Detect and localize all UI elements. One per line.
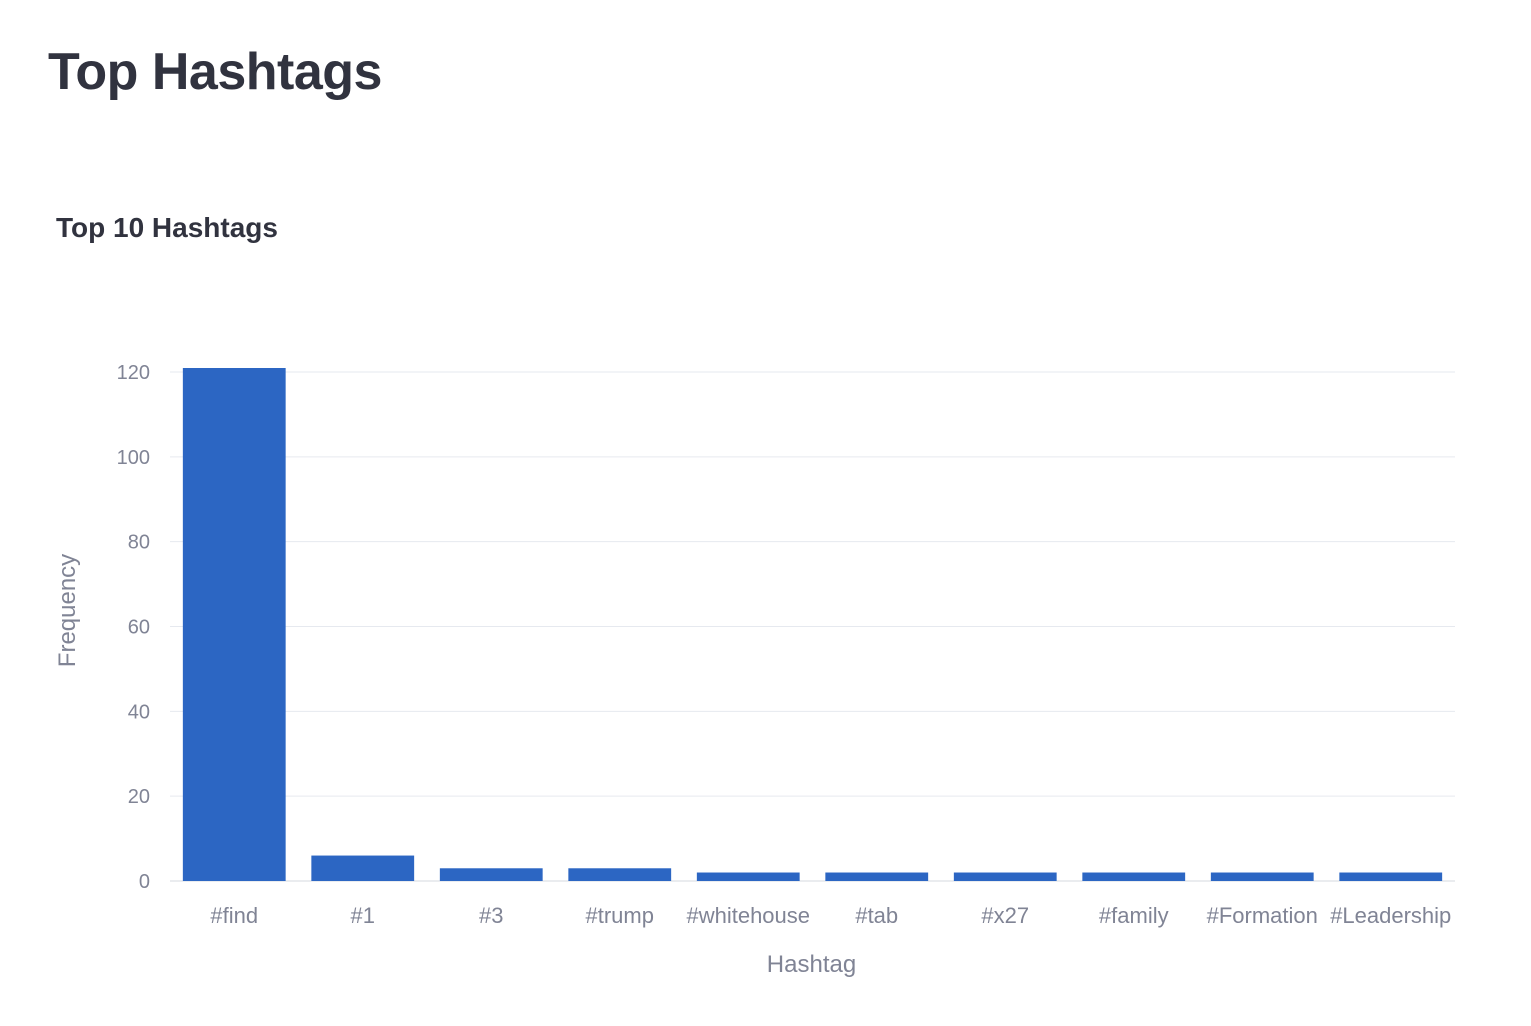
page-title: Top Hashtags xyxy=(48,43,382,101)
bar-1[interactable] xyxy=(311,855,415,881)
x-tick-label: #whitehouse xyxy=(686,903,810,928)
x-tick-label: #Formation xyxy=(1207,903,1318,928)
y-axis-ticks: 0 20 40 60 80 100 120 xyxy=(117,362,150,893)
x-tick-label: #3 xyxy=(479,903,503,928)
chart-title: Top 10 Hashtags xyxy=(56,212,278,243)
bar-Formation[interactable] xyxy=(1210,872,1314,881)
bar-tab[interactable] xyxy=(825,872,929,881)
y-tick-label: 0 xyxy=(139,871,150,893)
x-tick-label: #x27 xyxy=(981,903,1029,928)
y-tick-label: 60 xyxy=(128,617,150,639)
x-axis-title: Hashtag xyxy=(767,951,856,978)
bar-trump[interactable] xyxy=(568,868,672,881)
bar-x27[interactable] xyxy=(953,872,1057,881)
bar-3[interactable] xyxy=(439,868,543,881)
y-tick-label: 40 xyxy=(128,701,150,723)
x-tick-label: #1 xyxy=(351,903,375,928)
bar-family[interactable] xyxy=(1082,872,1186,881)
bars xyxy=(182,368,1443,881)
y-tick-label: 20 xyxy=(128,786,150,808)
y-tick-label: 80 xyxy=(128,532,150,554)
x-tick-label: #family xyxy=(1099,903,1169,928)
x-tick-label: #Leadership xyxy=(1330,903,1451,928)
x-tick-label: #trump xyxy=(586,903,654,928)
y-tick-label: 100 xyxy=(117,447,150,469)
bar-find[interactable] xyxy=(182,368,286,881)
x-tick-label: #tab xyxy=(855,903,898,928)
x-axis-ticks: #find #1 #3 #trump #whitehouse #tab #x27 #famil… xyxy=(210,903,1451,928)
x-tick-label: #find xyxy=(210,903,258,928)
y-axis-title: Frequency xyxy=(54,554,81,667)
gridlines xyxy=(170,371,1455,882)
bar-Leadership[interactable] xyxy=(1339,872,1443,881)
y-tick-label: 120 xyxy=(117,362,150,384)
bar-whitehouse[interactable] xyxy=(696,872,800,881)
